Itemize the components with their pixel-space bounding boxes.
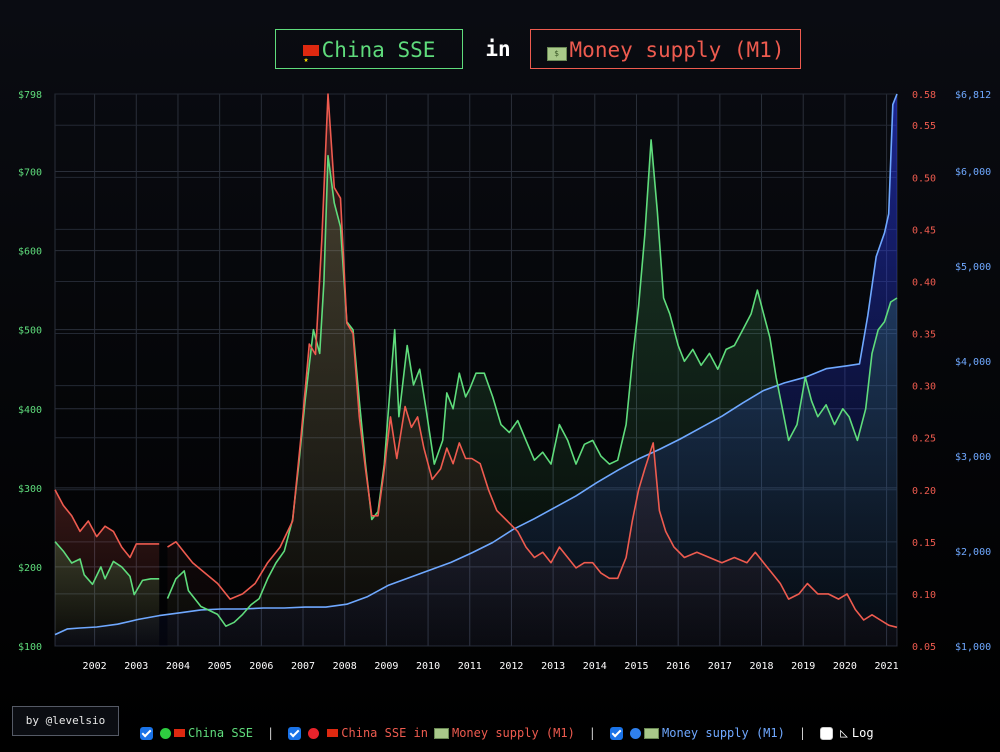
series-line-sse	[54, 541, 160, 596]
y-left-tick-label: $200	[18, 563, 42, 574]
x-tick-label: 2005	[208, 661, 232, 672]
x-tick-label: 2017	[708, 661, 732, 672]
x-tick-label: 2014	[583, 661, 607, 672]
x-tick-label: 2015	[624, 661, 648, 672]
x-tick-label: 2018	[749, 661, 773, 672]
series-line-ratio	[54, 489, 160, 559]
money-icon	[644, 727, 660, 739]
x-tick-label: 2010	[416, 661, 440, 672]
money-icon: $	[546, 47, 567, 61]
author-credit[interactable]: by @levelsio	[12, 706, 119, 736]
x-tick-label: 2006	[249, 661, 273, 672]
legend-item-ratio[interactable]: China SSE in Money supply (M1)	[288, 726, 575, 740]
y-right1-tick-label: 0.40	[912, 277, 936, 288]
log-scale-icon: ◺	[840, 725, 848, 741]
money-icon	[433, 727, 449, 739]
y-right1-tick-label: 0.15	[912, 538, 936, 549]
x-tick-label: 2004	[166, 661, 190, 672]
legend-item-m1[interactable]: Money supply (M1)	[610, 726, 785, 740]
title-row: China SSE in $Money supply (M1)	[0, 29, 1000, 80]
series-fill-ratio	[55, 489, 160, 646]
x-tick-label: 2020	[833, 661, 857, 672]
y-right1-tick-label: 0.30	[912, 382, 936, 393]
y-right2-tick-label: $4,000	[955, 357, 991, 368]
legend-separator: |	[798, 726, 807, 740]
money-supply-selector[interactable]: $ Money supply (M1)	[530, 29, 801, 69]
x-tick-label: 2011	[458, 661, 482, 672]
y-right2-tick-label: $3,000	[955, 452, 991, 463]
checkbox-icon[interactable]	[610, 726, 624, 740]
y-left-tick-label: $600	[18, 247, 42, 258]
china-flag-icon	[174, 729, 185, 737]
legend-separator: |	[588, 726, 597, 740]
legend-label-log: Log	[851, 726, 874, 740]
y-left-tick-label: $300	[18, 484, 42, 495]
series-fills	[55, 94, 897, 646]
axis-ticks: 2002 2003 2004 2005 2006 2007 2008 2009 2010 2011…	[18, 90, 991, 672]
y-right1-tick-label: 0.45	[912, 225, 936, 236]
legend: China SSE | China SSE in Money supply (M…	[140, 722, 874, 744]
series-line-m1	[54, 93, 898, 636]
y-right2-tick-label: $6,812	[955, 90, 991, 101]
y-left-tick-label: $100	[18, 642, 42, 653]
y-right1-tick-label: 0.20	[912, 486, 936, 497]
x-tick-label: 2021	[875, 661, 899, 672]
china-sse-selector[interactable]: China SSE	[275, 29, 463, 80]
x-tick-label: 2019	[791, 661, 815, 672]
legend-label-ratio-a: China SSE in	[341, 726, 428, 740]
series-lines	[54, 93, 898, 636]
series-fill-ratio	[167, 94, 897, 646]
y-right2-tick-label: $6,000	[955, 167, 991, 178]
legend-separator: |	[267, 726, 275, 740]
x-tick-label: 2007	[291, 661, 315, 672]
y-left-tick-label: $500	[18, 326, 42, 337]
y-right2-tick-label: $5,000	[955, 262, 991, 273]
green-circle-icon	[160, 727, 171, 739]
y-right1-tick-label: 0.10	[912, 590, 936, 601]
legend-item-log[interactable]: ◺ Log	[820, 726, 874, 741]
checkbox-icon[interactable]	[288, 726, 302, 740]
legend-label-sse: China SSE	[188, 726, 254, 740]
title-connector: in	[485, 37, 511, 61]
china-flag-icon	[327, 729, 339, 737]
x-tick-label: 2013	[541, 661, 565, 672]
y-left-tick-label: $700	[18, 168, 42, 179]
series-line-ratio	[167, 93, 898, 629]
x-tick-label: 2002	[83, 661, 107, 672]
x-tick-label: 2012	[499, 661, 523, 672]
x-tick-label: 2003	[124, 661, 148, 672]
y-left-tick-label: $798	[18, 90, 42, 101]
checkbox-icon[interactable]	[820, 726, 834, 740]
y-right2-tick-label: $1,000	[955, 642, 991, 653]
blue-circle-icon	[630, 727, 642, 739]
x-tick-label: 2009	[374, 661, 398, 672]
y-right1-tick-label: 0.58	[912, 90, 936, 101]
legend-label-m1: Money supply (M1)	[662, 726, 785, 740]
y-right2-tick-label: $2,000	[955, 547, 991, 558]
legend-label-ratio-b: Money supply (M1)	[451, 726, 575, 740]
y-right1-tick-label: 0.55	[912, 121, 936, 132]
legend-item-sse[interactable]: China SSE	[140, 726, 253, 740]
china-flag-icon	[302, 40, 319, 80]
china-sse-label: China SSE	[321, 38, 436, 62]
y-right1-tick-label: 0.05	[912, 642, 936, 653]
x-tick-label: 2016	[666, 661, 690, 672]
y-right1-tick-label: 0.50	[912, 173, 936, 184]
y-right1-tick-label: 0.35	[912, 330, 936, 341]
money-supply-label: Money supply (M1)	[569, 38, 785, 62]
checkbox-icon[interactable]	[140, 726, 153, 740]
y-left-tick-label: $400	[18, 405, 42, 416]
x-tick-label: 2008	[333, 661, 357, 672]
y-right1-tick-label: 0.25	[912, 434, 936, 445]
red-circle-icon	[308, 727, 320, 739]
